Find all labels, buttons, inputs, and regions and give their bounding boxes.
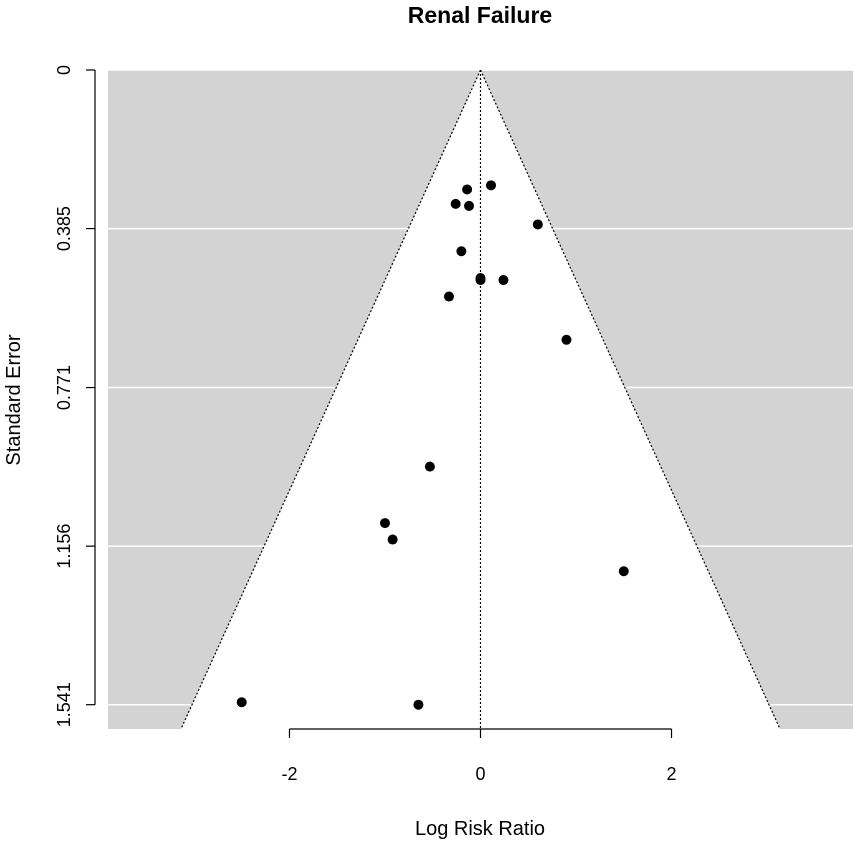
y-tick-label: 0.771 xyxy=(54,365,74,410)
data-point xyxy=(532,219,543,230)
data-point xyxy=(498,275,509,286)
y-axis-title: Standard Error xyxy=(3,334,25,466)
plot-area xyxy=(108,69,853,730)
y-tick-label: 1.156 xyxy=(54,524,74,569)
data-point xyxy=(618,566,629,577)
data-point xyxy=(387,534,398,545)
chart-title: Renal Failure xyxy=(408,2,552,28)
x-axis-title: Log Risk Ratio xyxy=(415,818,545,840)
data-point xyxy=(424,461,435,472)
data-point xyxy=(456,246,467,257)
funnel-left-edge xyxy=(180,69,482,730)
x-tick-label: -2 xyxy=(281,764,297,784)
data-point xyxy=(561,334,572,345)
data-point xyxy=(379,518,390,529)
data-point xyxy=(462,184,473,195)
data-point xyxy=(236,697,247,708)
axes: -2 0 2 0 0.385 0.771 1.156 1.541 xyxy=(54,65,677,784)
data-point xyxy=(475,275,486,286)
y-tick-label: 1.541 xyxy=(54,682,74,727)
x-tick-label: 0 xyxy=(475,764,485,784)
data-point xyxy=(486,180,497,191)
funnel-right-edge xyxy=(479,69,781,730)
x-tick-label: 2 xyxy=(667,764,677,784)
y-tick-label: 0.385 xyxy=(54,206,74,251)
data-point xyxy=(413,699,424,710)
data-point xyxy=(443,291,454,302)
data-point xyxy=(450,198,461,209)
y-tick-label: 0 xyxy=(54,65,74,75)
data-point xyxy=(464,200,475,211)
